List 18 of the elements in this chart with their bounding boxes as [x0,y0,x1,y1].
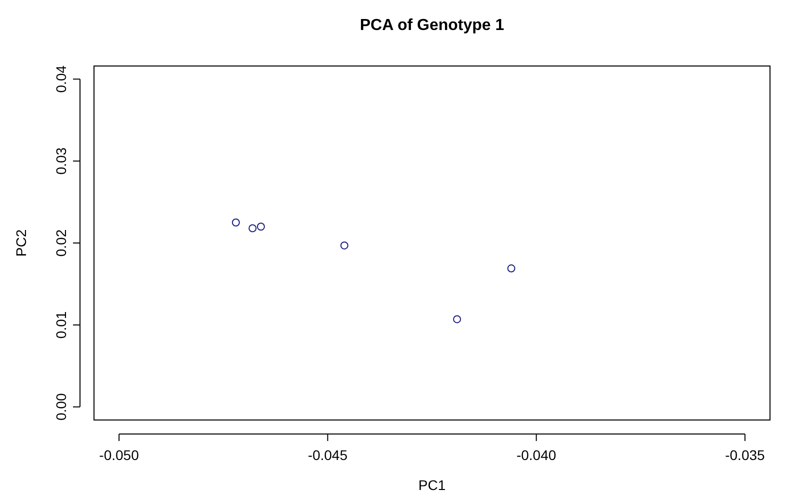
point [232,218,240,227]
point [256,222,265,231]
x-tick-label: -0.050 [99,447,140,463]
point [453,315,462,324]
chart-title: PCA of Genotype 1 [360,17,504,34]
point [340,241,348,250]
y-tick-label: 0.00 [53,393,69,421]
point [248,224,257,232]
point [507,264,516,272]
x-tick-label: -0.035 [725,447,766,463]
y-tick-label: 0.04 [53,65,69,93]
x-axis-title: PC1 [418,477,446,493]
y-tick-label: 0.03 [53,147,69,175]
y-axis-title: PC2 [13,229,29,257]
y-tick-label: 0.02 [53,229,69,257]
x-tick-label: -0.045 [308,447,348,463]
x-tick-label: -0.040 [516,447,556,463]
y-tick-label: 0.01 [53,311,69,339]
